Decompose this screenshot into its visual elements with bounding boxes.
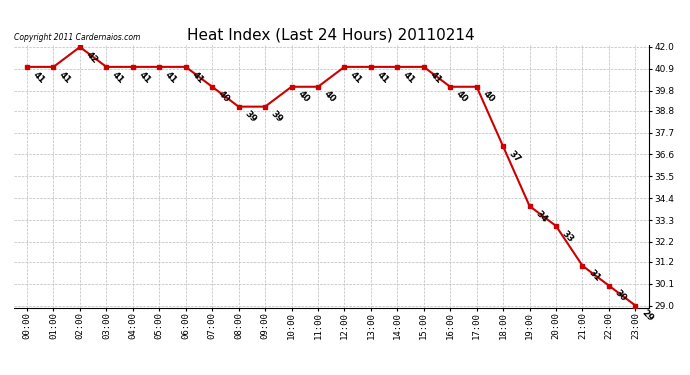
Text: 33: 33 bbox=[560, 229, 575, 244]
Text: 41: 41 bbox=[164, 70, 179, 85]
Text: 41: 41 bbox=[428, 70, 443, 85]
Text: 40: 40 bbox=[217, 90, 232, 105]
Text: 41: 41 bbox=[58, 70, 73, 85]
Text: 41: 41 bbox=[348, 70, 364, 85]
Text: 40: 40 bbox=[296, 90, 311, 105]
Text: 40: 40 bbox=[455, 90, 470, 105]
Text: 41: 41 bbox=[375, 70, 391, 85]
Text: 40: 40 bbox=[481, 90, 496, 105]
Text: 41: 41 bbox=[402, 70, 417, 85]
Text: 42: 42 bbox=[84, 50, 99, 65]
Text: 29: 29 bbox=[640, 308, 655, 324]
Title: Heat Index (Last 24 Hours) 20110214: Heat Index (Last 24 Hours) 20110214 bbox=[188, 27, 475, 42]
Text: 31: 31 bbox=[586, 268, 602, 284]
Text: Copyright 2011 Cardernaios.com: Copyright 2011 Cardernaios.com bbox=[14, 33, 140, 42]
Text: 30: 30 bbox=[613, 288, 628, 303]
Text: 41: 41 bbox=[31, 70, 46, 85]
Text: 41: 41 bbox=[190, 70, 205, 85]
Text: 40: 40 bbox=[322, 90, 337, 105]
Text: 41: 41 bbox=[110, 70, 126, 85]
Text: 34: 34 bbox=[534, 209, 549, 224]
Text: 37: 37 bbox=[507, 149, 522, 165]
Text: 39: 39 bbox=[243, 110, 258, 125]
Text: 41: 41 bbox=[137, 70, 152, 85]
Text: 39: 39 bbox=[269, 110, 284, 125]
